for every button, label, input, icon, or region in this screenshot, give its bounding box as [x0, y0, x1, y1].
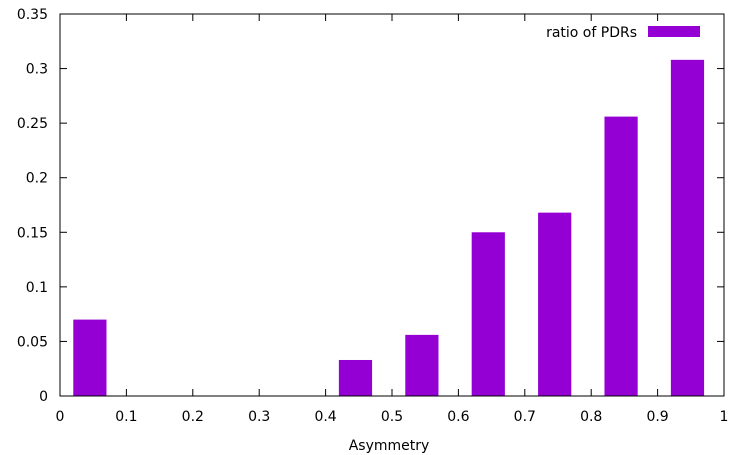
- bar: [73, 319, 107, 396]
- plot-frame: [59, 13, 725, 397]
- x-tick-labels: 0 0.1 0.2 0.3 0.4 0.5 0.6 0.7 0.8 0.9 1: [56, 409, 729, 425]
- bar: [604, 116, 638, 396]
- y-tick-labels: 0 0.05 0.1 0.15 0.2 0.25 0.3 0.35: [17, 7, 48, 405]
- x-tick-label: 0.4: [314, 409, 336, 425]
- x-tick-label: 0.5: [381, 409, 403, 425]
- x-tick-label: 0.6: [447, 409, 469, 425]
- y-tick-label: 0.3: [26, 62, 48, 78]
- bar: [338, 359, 373, 396]
- y-tick-label: 0.25: [17, 116, 48, 132]
- bar: [670, 59, 705, 397]
- y-tick-label: 0: [39, 389, 48, 405]
- bar: [471, 232, 505, 396]
- legend: ratio of PDRs: [546, 25, 700, 41]
- x-axis-title: Asymmetry: [349, 438, 430, 454]
- x-tick-label: 0.9: [646, 409, 668, 425]
- bar: [405, 334, 439, 396]
- x-tick-label: 1: [720, 409, 729, 425]
- x-tick-label: 0.3: [248, 409, 270, 425]
- bar: [538, 212, 572, 396]
- bars-group: [73, 59, 705, 397]
- y-tick-label: 0.1: [26, 280, 48, 296]
- legend-label: ratio of PDRs: [546, 25, 637, 41]
- x-tick-label: 0.7: [514, 409, 536, 425]
- x-tick-label: 0.2: [182, 409, 204, 425]
- y-tick-label: 0.15: [17, 225, 48, 241]
- y-tick-label: 0.35: [17, 7, 48, 23]
- y-tick-label: 0.2: [26, 171, 48, 187]
- x-tick-label: 0: [56, 409, 65, 425]
- x-tick-label: 0.1: [115, 409, 137, 425]
- ticks-group: [60, 14, 724, 396]
- legend-swatch: [648, 26, 700, 37]
- y-tick-label: 0.05: [17, 334, 48, 350]
- x-tick-label: 0.8: [580, 409, 602, 425]
